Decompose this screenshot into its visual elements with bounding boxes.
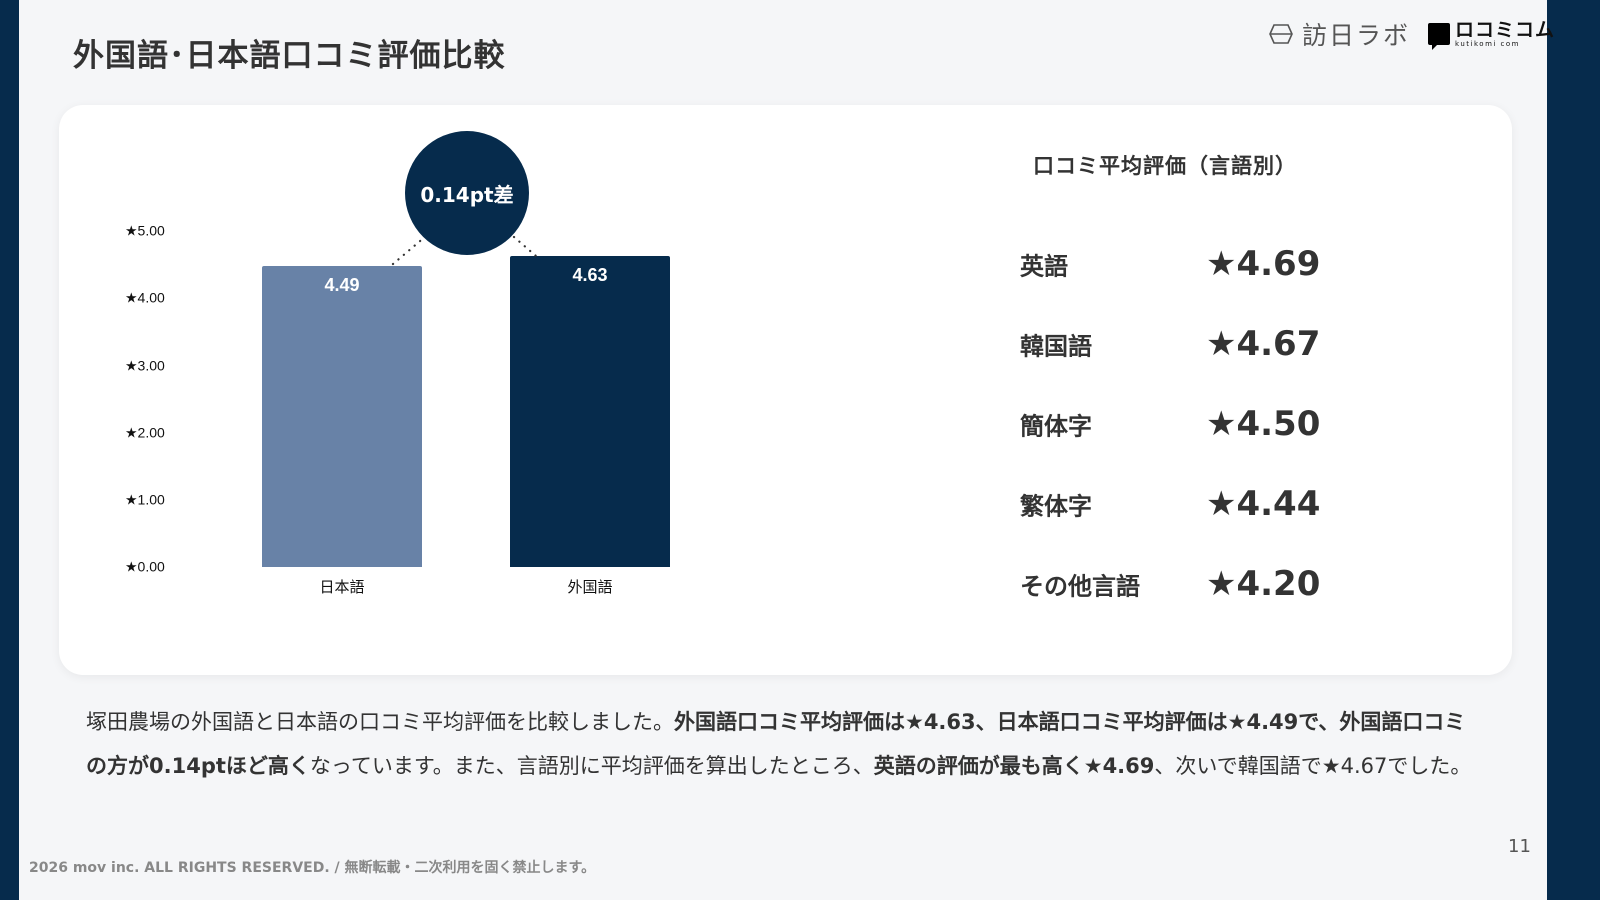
ranking-score: ★4.50 bbox=[1206, 404, 1321, 444]
kuchikomi-logo: ロコミコム kutikomi com bbox=[1428, 18, 1556, 50]
bar-foreign: 4.63 bbox=[510, 256, 670, 567]
ranking-row: 簡体字 ★4.50 bbox=[1020, 404, 1320, 444]
y-tick-5: ★5.00 bbox=[125, 222, 165, 239]
y-tick-4: ★4.00 bbox=[125, 289, 165, 306]
bar-value-foreign: 4.63 bbox=[572, 265, 608, 285]
x-label-foreign: 外国語 bbox=[567, 578, 613, 596]
y-tick-1: ★1.00 bbox=[125, 491, 165, 508]
ranking-score: ★4.67 bbox=[1206, 324, 1321, 364]
summary-highlight: 英語の評価が最も高く★4.69 bbox=[873, 754, 1155, 778]
ranking-language: 繁体字 bbox=[1020, 492, 1092, 521]
summary-highlight: 外国語口コミ平均評価は★4.63、日本語口コミ平均評価は★4.49で、外国語口コ… bbox=[86, 710, 1466, 778]
ranking-title: 口コミ平均評価（言語別） bbox=[1033, 154, 1297, 178]
difference-label: 0.14pt差 bbox=[420, 182, 514, 207]
ranking-row: 英語 ★4.69 bbox=[1020, 244, 1320, 284]
houniti-lab-icon bbox=[1269, 24, 1293, 44]
ranking-score: ★4.20 bbox=[1206, 564, 1321, 604]
summary-text: 塚田農場の外国語と日本語の口コミ平均評価を比較しました。 bbox=[86, 710, 674, 734]
page-number: 11 bbox=[1508, 836, 1531, 857]
page-title: 外国語･日本語口コミ評価比較 bbox=[73, 38, 506, 74]
ranking-language: 簡体字 bbox=[1020, 412, 1092, 441]
difference-bubble: 0.14pt差 bbox=[405, 131, 529, 255]
ranking-language: 韓国語 bbox=[1020, 332, 1092, 361]
right-accent-bar bbox=[1547, 0, 1600, 900]
copyright-footer: 2026 mov inc. ALL RIGHTS RESERVED. / 無断転… bbox=[29, 860, 596, 876]
ranking-language: その他言語 bbox=[1020, 572, 1140, 601]
ranking-score: ★4.69 bbox=[1206, 244, 1321, 284]
ranking-row: その他言語 ★4.20 bbox=[1020, 564, 1320, 604]
houniti-lab-wordmark: 訪日ラボ bbox=[1302, 21, 1411, 50]
y-tick-2: ★2.00 bbox=[125, 424, 165, 441]
houniti-lab-logo: 訪日ラボ bbox=[1268, 16, 1410, 52]
ranking-score: ★4.44 bbox=[1206, 484, 1321, 524]
logo-group: 訪日ラボ ロコミコム kutikomi com bbox=[1268, 16, 1555, 52]
kuchikomi-domain: kutikomi com bbox=[1455, 39, 1521, 48]
x-label-japanese: 日本語 bbox=[319, 578, 365, 596]
y-tick-3: ★3.00 bbox=[125, 357, 165, 374]
summary-paragraph: 塚田農場の外国語と日本語の口コミ平均評価を比較しました。外国語口コミ平均評価は★… bbox=[86, 700, 1486, 788]
ranking-row: 繁体字 ★4.44 bbox=[1020, 484, 1320, 524]
kuchikomi-wordmark: ロコミコム bbox=[1455, 18, 1556, 41]
left-accent-bar bbox=[0, 0, 19, 900]
summary-text: 、次いで韓国語で★4.67でした。 bbox=[1154, 754, 1472, 778]
bar-japanese: 4.49 bbox=[262, 266, 422, 567]
speech-bubble-icon bbox=[1428, 23, 1451, 50]
summary-text: なっています。また、言語別に平均評価を算出したところ、 bbox=[309, 754, 874, 778]
y-tick-0: ★0.00 bbox=[125, 558, 165, 575]
bar-value-japanese: 4.49 bbox=[324, 275, 360, 295]
ranking-language: 英語 bbox=[1020, 252, 1068, 281]
ranking-row: 韓国語 ★4.67 bbox=[1020, 324, 1320, 364]
